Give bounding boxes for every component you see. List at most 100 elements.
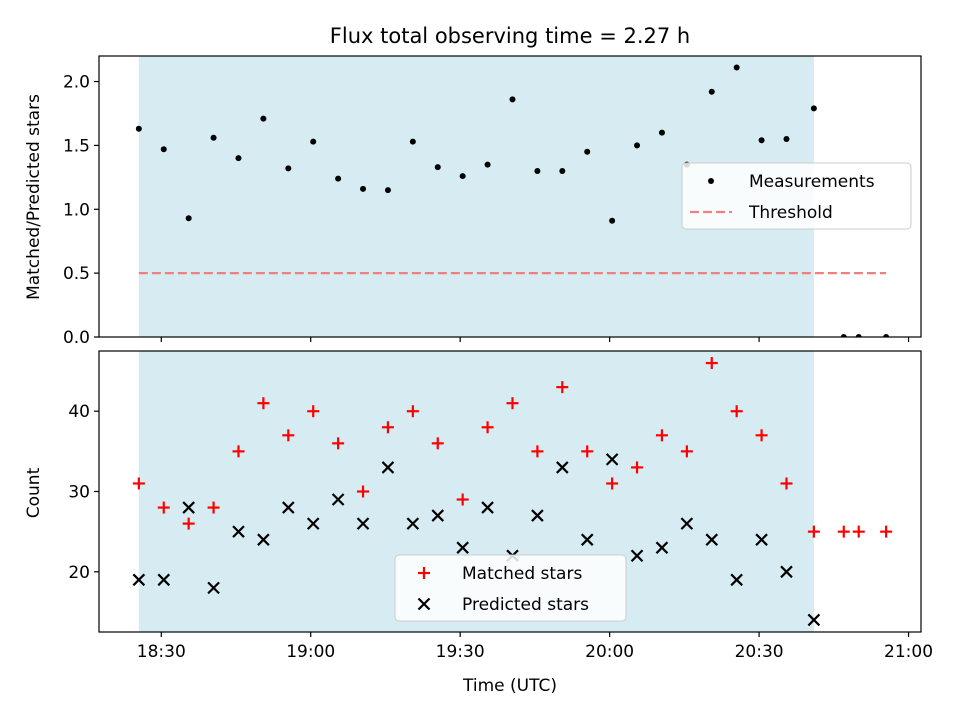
x-tick-label: 19:00 — [286, 642, 335, 662]
data-point — [755, 429, 768, 442]
data-point-b — [730, 573, 743, 587]
data-point — [880, 525, 893, 538]
y-tick-label: 1.5 — [63, 136, 90, 156]
data-point-b — [680, 517, 694, 530]
data-point — [606, 477, 619, 490]
data-point — [655, 541, 669, 554]
legend-entry: Threshold — [690, 203, 833, 223]
bottom-y-axis-label: Count — [24, 467, 44, 518]
data-point — [755, 533, 768, 546]
legend-marker-b — [417, 597, 431, 611]
data-point — [406, 405, 419, 418]
data-point-b — [232, 525, 245, 538]
x-tick-label: 20:30 — [735, 642, 784, 662]
data-point — [434, 164, 441, 171]
data-point-b — [331, 493, 345, 506]
x-tick-label: 20:00 — [585, 642, 634, 662]
data-point — [531, 445, 544, 458]
data-point-b — [655, 541, 669, 554]
legend-label: Matched stars — [462, 564, 582, 584]
data-point — [708, 88, 715, 95]
data-point-b — [481, 501, 494, 514]
data-point-b — [381, 461, 395, 474]
legend-box — [681, 162, 912, 230]
data-point — [605, 453, 619, 466]
data-point-b — [705, 533, 719, 546]
data-point — [580, 533, 594, 546]
data-point — [456, 541, 469, 554]
data-point — [531, 509, 544, 522]
data-point — [780, 477, 793, 490]
legend-marker — [417, 597, 431, 611]
data-point — [631, 461, 644, 474]
y-tick-label: 1.0 — [63, 200, 90, 220]
y-tick-label: 0.5 — [63, 264, 90, 284]
plot-area — [135, 64, 890, 337]
bottom-legend: Matched stars Predicted stars — [394, 554, 627, 622]
data-point-b — [356, 517, 370, 530]
data-point — [282, 429, 295, 442]
series-predicted-stars — [132, 453, 821, 627]
data-point — [182, 501, 195, 514]
data-point — [257, 397, 270, 410]
data-point — [481, 421, 494, 434]
top-chart-title: Flux total observing time = 2.27 h — [330, 24, 690, 48]
data-point — [730, 405, 743, 418]
data-point — [852, 525, 865, 538]
x-tick-label: 18:30 — [137, 642, 186, 662]
data-point — [332, 437, 345, 450]
data-point-b — [605, 453, 619, 466]
data-point — [556, 381, 569, 394]
data-point — [855, 334, 862, 337]
data-point-b — [282, 501, 295, 514]
data-point-b — [580, 533, 594, 546]
data-point — [655, 429, 668, 442]
data-point — [384, 187, 391, 194]
y-tick-label: 40 — [68, 402, 90, 422]
data-point-b — [132, 573, 146, 587]
axes-frame — [98, 55, 922, 338]
data-point — [406, 517, 420, 530]
y-tick-label: 20 — [68, 563, 90, 583]
data-point — [509, 96, 516, 103]
data-point — [157, 573, 171, 587]
data-point — [356, 517, 370, 530]
data-point — [207, 501, 220, 514]
data-point — [680, 517, 694, 530]
data-point — [157, 501, 170, 514]
data-point — [733, 64, 740, 71]
data-point — [235, 155, 242, 162]
data-point — [210, 134, 217, 141]
data-point-b — [807, 613, 821, 627]
data-point — [307, 405, 320, 418]
data-point-b — [182, 501, 195, 514]
data-point-b — [755, 533, 768, 546]
data-point — [331, 493, 345, 506]
data-point — [310, 138, 317, 145]
data-point — [481, 501, 494, 514]
legend-marker — [418, 567, 430, 579]
series-matched-stars — [132, 357, 893, 538]
y-tick-label: 30 — [68, 483, 90, 503]
data-point — [232, 445, 245, 458]
data-point — [381, 461, 395, 474]
y-tick-label: 2.0 — [63, 73, 90, 93]
data-point — [135, 125, 142, 132]
data-point — [758, 137, 765, 144]
data-point — [182, 517, 195, 530]
data-point — [282, 501, 295, 514]
data-point — [306, 517, 320, 530]
plot-area — [132, 357, 893, 627]
data-point — [783, 136, 790, 143]
data-point — [584, 148, 591, 155]
data-point — [360, 185, 367, 192]
legend-entry: Matched stars — [418, 564, 582, 584]
x-tick-label: 19:30 — [436, 642, 485, 662]
data-point-b — [157, 573, 171, 587]
data-point — [431, 509, 445, 522]
data-point — [459, 173, 466, 180]
data-point — [559, 167, 566, 174]
data-point — [534, 167, 541, 174]
data-point — [357, 485, 370, 498]
